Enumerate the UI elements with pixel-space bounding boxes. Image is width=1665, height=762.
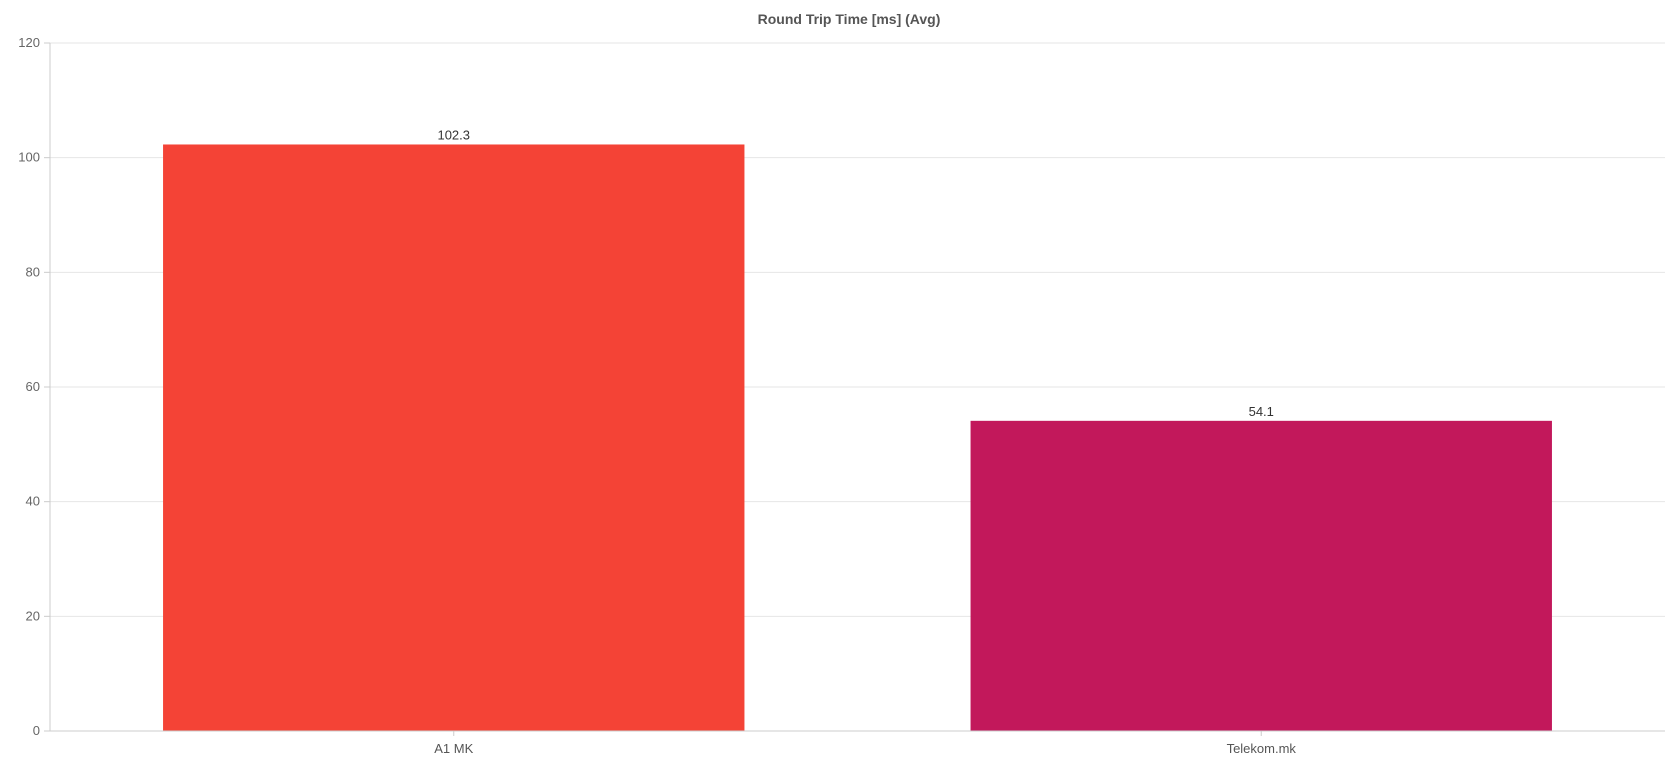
y-tick-label: 80 <box>26 264 40 279</box>
y-tick-label: 0 <box>33 723 40 738</box>
x-axis-category-labels: A1 MK Telekom.mk <box>434 731 1296 756</box>
chart-title: Round Trip Time [ms] (Avg) <box>758 11 941 27</box>
bar-value-label: 102.3 <box>437 127 470 142</box>
bar-value-labels: 102.3 54.1 <box>437 127 1273 418</box>
y-tick-label: 60 <box>26 379 40 394</box>
y-tick-label: 40 <box>26 494 40 509</box>
bar-value-label: 54.1 <box>1249 404 1274 419</box>
y-tick-label: 20 <box>26 608 40 623</box>
y-tick-label: 100 <box>18 150 40 165</box>
x-category-label: A1 MK <box>434 741 473 756</box>
y-axis-tick-labels: 0 20 40 60 80 100 120 <box>18 35 40 738</box>
x-category-label: Telekom.mk <box>1227 741 1297 756</box>
bars <box>163 144 1552 732</box>
y-tick-label: 120 <box>18 35 40 50</box>
bar <box>163 144 745 732</box>
bar <box>970 420 1552 731</box>
